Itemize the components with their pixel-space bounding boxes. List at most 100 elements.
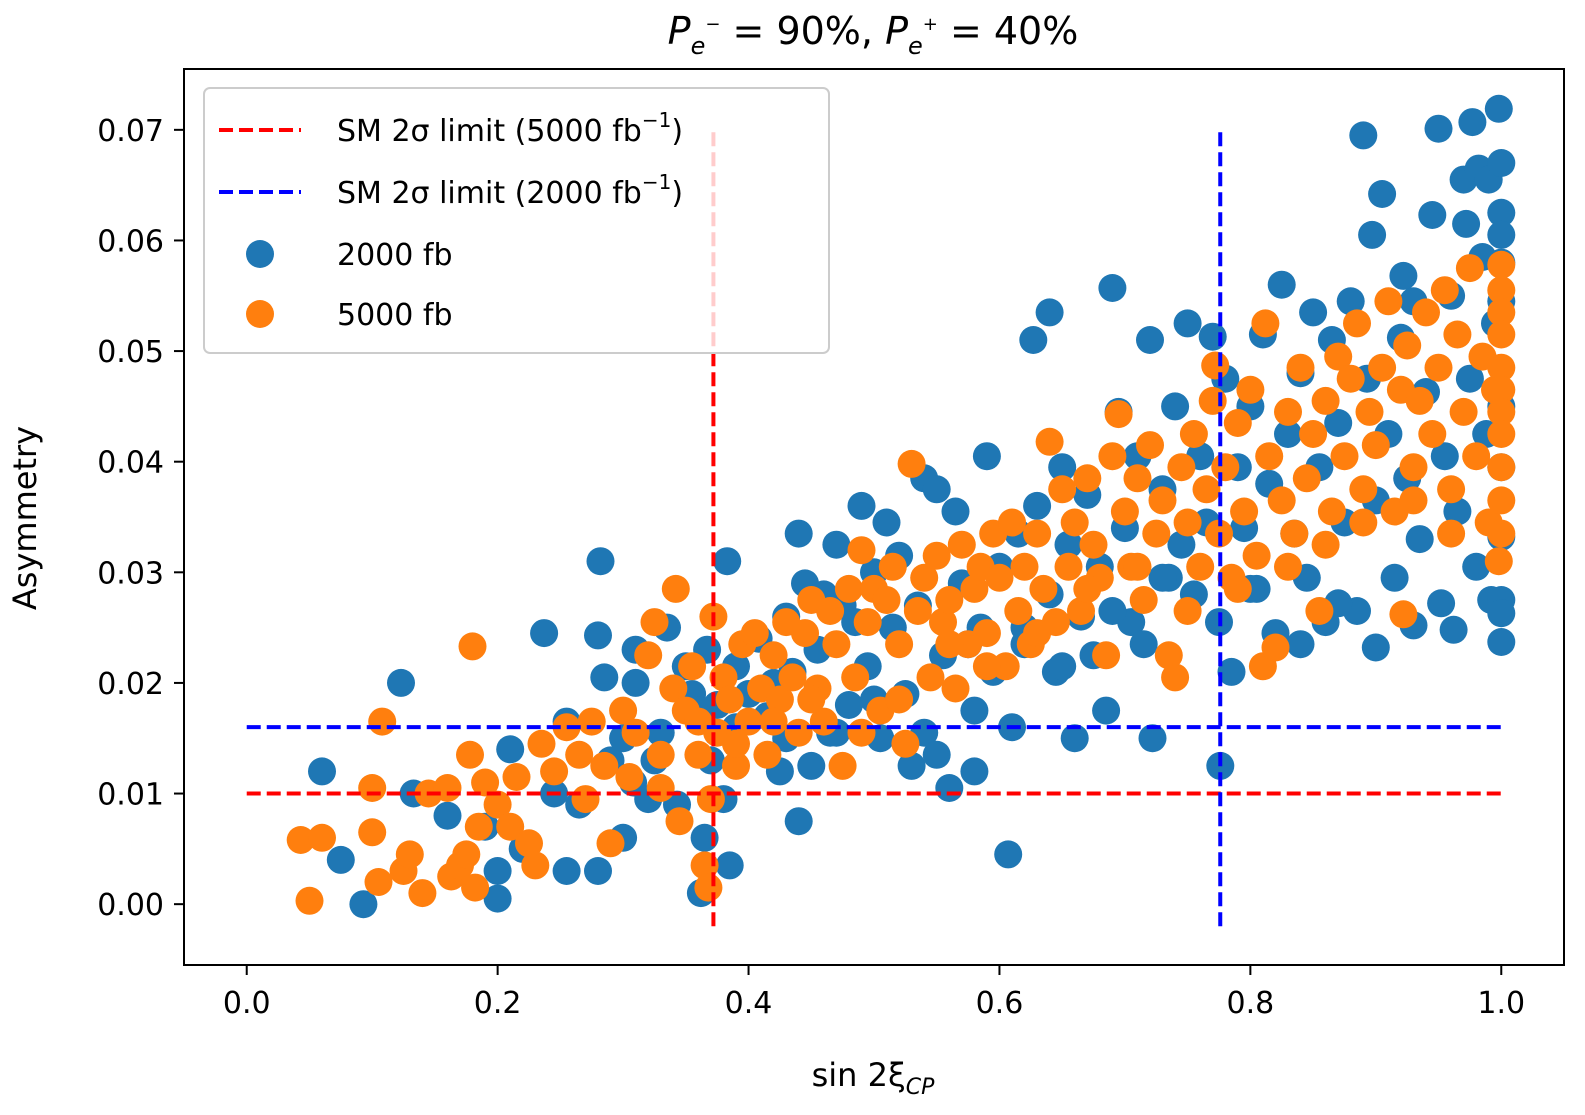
scatter-point	[1487, 486, 1516, 515]
scatter-point	[1439, 615, 1468, 644]
scatter-point	[1048, 475, 1077, 504]
scatter-point	[1389, 600, 1418, 629]
plot-frame	[183, 68, 1565, 966]
scatter-point	[521, 851, 550, 880]
scatter-point	[1280, 519, 1309, 548]
scatter-point	[1198, 322, 1227, 351]
x-tick-label: 0.4	[725, 986, 773, 1021]
scatter-point	[1274, 397, 1302, 426]
scatter-point	[621, 718, 650, 747]
scatter-point	[929, 608, 957, 637]
scatter-point	[1452, 209, 1481, 238]
scatter-point	[577, 707, 606, 736]
scatter-point	[349, 890, 378, 919]
x-axis: 0.0 0.2 0.4 0.6 0.8 1.0	[223, 965, 1525, 1021]
scatter-point	[358, 774, 387, 802]
scatter-point	[1487, 599, 1516, 628]
scatter-point	[1427, 589, 1456, 618]
x-tick-label: 0.0	[223, 986, 271, 1021]
scatter-point	[1330, 442, 1359, 471]
scatter-point	[722, 751, 750, 780]
scatter-point	[1484, 547, 1513, 576]
scatter-point	[1336, 287, 1365, 316]
scatter-point	[1129, 630, 1158, 659]
scatter-point	[590, 751, 619, 780]
scatter-point	[765, 685, 794, 714]
scatter-point	[1405, 386, 1434, 415]
scatter-point	[1048, 453, 1077, 482]
scatter-point	[1324, 409, 1353, 437]
scatter-point	[1067, 597, 1095, 625]
scatter-point	[1267, 270, 1296, 299]
scatter-point	[1412, 298, 1440, 327]
y-tick-label: 0.04	[97, 446, 164, 481]
y-axis: 0.00 0.01 0.02 0.03 0.04 0.05 0.06 0.07	[97, 114, 184, 923]
scatter-point	[584, 857, 612, 885]
scatter-point	[661, 574, 690, 603]
scatter-point	[715, 685, 744, 714]
scatter-point	[1317, 497, 1346, 526]
scatter-point	[878, 552, 907, 581]
scatter-point	[1437, 519, 1466, 548]
scatter-point	[828, 751, 857, 780]
scatter-point	[903, 597, 932, 625]
scatter-point	[678, 652, 707, 681]
scatter-point	[941, 497, 970, 526]
scatter-point	[822, 530, 851, 559]
scatter-point	[1455, 254, 1484, 283]
scatter-point	[1173, 597, 1202, 625]
scatter-point	[985, 563, 1014, 592]
scatter-point	[960, 757, 989, 786]
scatter-point	[1029, 574, 1058, 603]
scatter-point	[1437, 475, 1466, 504]
scatter-point	[1487, 320, 1516, 349]
scatter-point	[1154, 641, 1183, 670]
scatter-point	[1487, 149, 1516, 177]
scatter-point	[916, 663, 945, 692]
scatter-point	[1349, 475, 1378, 504]
scatter-point	[1060, 724, 1089, 753]
scatter-point	[1173, 508, 1202, 537]
scatter-point	[565, 740, 594, 769]
scatter-point	[1455, 364, 1484, 393]
scatter-point	[1104, 400, 1133, 429]
scatter-point	[684, 707, 713, 736]
scatter-point	[1201, 351, 1230, 380]
scatter-point	[1487, 198, 1516, 227]
x-tick-label: 1.0	[1477, 986, 1525, 1021]
scatter-point	[1349, 508, 1378, 537]
scatter-point	[1161, 663, 1190, 692]
scatter-point	[1484, 94, 1513, 123]
scatter-point	[935, 630, 964, 659]
scatter-point	[665, 807, 694, 836]
scatter-point	[1098, 597, 1127, 625]
scatter-point	[1023, 491, 1052, 520]
scatter-point	[1023, 519, 1052, 548]
scatter-point	[1267, 486, 1296, 515]
scatter-point	[540, 757, 569, 786]
scatter-point	[496, 812, 525, 841]
scatter-point	[502, 763, 531, 791]
scatter-point	[1336, 364, 1365, 393]
y-tick-label: 0.01	[97, 778, 164, 813]
scatter-point	[1286, 353, 1315, 382]
scatter-point	[1487, 375, 1516, 404]
scatter-point	[1048, 652, 1077, 681]
scatter-point	[1349, 121, 1378, 150]
scatter-point	[1161, 392, 1190, 421]
scatter-point	[621, 668, 650, 697]
scatter-point	[1242, 541, 1271, 570]
scatter-point	[1167, 530, 1196, 559]
scatter-point	[885, 685, 914, 714]
scatter-point	[897, 449, 926, 478]
scatter-point	[696, 785, 725, 814]
scatter-point	[452, 840, 481, 869]
scatter-point	[1142, 519, 1171, 548]
scatter-point	[740, 619, 769, 648]
scatter-point	[1487, 397, 1516, 426]
scatter-point	[1261, 633, 1290, 662]
scatter-point	[797, 685, 826, 714]
scatter-point	[834, 574, 863, 603]
